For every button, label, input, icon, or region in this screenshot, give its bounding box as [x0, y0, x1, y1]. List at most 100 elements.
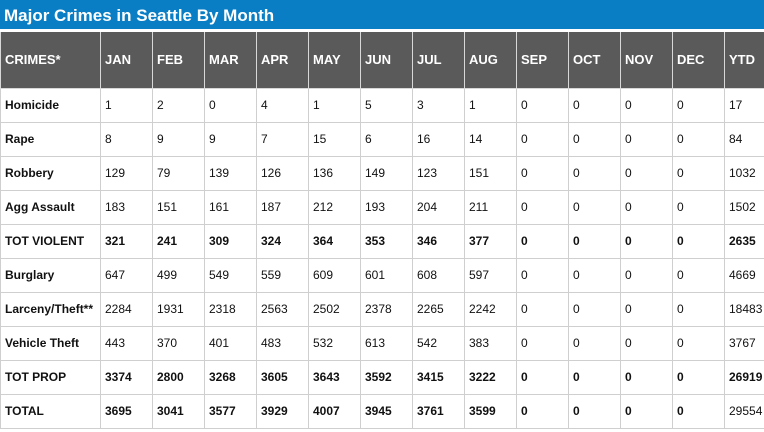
table-cell: 364	[308, 223, 361, 259]
crime-label: Agg Assault	[0, 189, 101, 225]
column-header: CRIMES*	[0, 32, 101, 89]
table-cell: 2242	[464, 291, 517, 327]
column-header: JAN	[100, 32, 153, 89]
table-cell: 532	[308, 325, 361, 361]
table-cell: 3643	[308, 359, 361, 395]
table-row: Burglary 647 499 549 559 609 601 608 597 0 0 0 0 4669	[0, 257, 764, 293]
column-header: JUN	[360, 32, 413, 89]
table-cell: 370	[152, 325, 205, 361]
column-header: AUG	[464, 32, 517, 89]
table-cell: 383	[464, 325, 517, 361]
table-cell: 151	[464, 155, 517, 191]
table-cell: 187	[256, 189, 309, 225]
table-cell: 0	[672, 325, 725, 361]
table-cell: 0	[516, 189, 569, 225]
table-cell: 3599	[464, 393, 517, 429]
crime-label: TOT PROP	[0, 359, 101, 395]
column-header: APR	[256, 32, 309, 89]
table-cell: 161	[204, 189, 257, 225]
table-cell: 0	[516, 257, 569, 293]
table-cell: 149	[360, 155, 413, 191]
crime-label: Rape	[0, 121, 101, 157]
table-cell: 0	[620, 121, 673, 157]
table-cell: 0	[516, 393, 569, 429]
table-header-row: CRIMES* JAN FEB MAR APR MAY JUN JUL AUG SEP OCT NOV…	[0, 32, 764, 89]
table-cell: 0	[672, 189, 725, 225]
table-cell: 4	[256, 87, 309, 123]
table-cell: 0	[620, 223, 673, 259]
table-cell: 3695	[100, 393, 153, 429]
table-cell: 1931	[152, 291, 205, 327]
table-cell: 6	[360, 121, 413, 157]
table-cell: 549	[204, 257, 257, 293]
table-cell: 0	[672, 257, 725, 293]
table-row: TOT VIOLENT 321 241 309 324 364 353 346 377 0 0 0 0 2…	[0, 223, 764, 259]
table-cell: 1502	[724, 189, 764, 225]
table-cell: 0	[620, 87, 673, 123]
crime-label: Vehicle Theft	[0, 325, 101, 361]
table-cell: 0	[620, 257, 673, 293]
crime-label: Robbery	[0, 155, 101, 191]
column-header: MAY	[308, 32, 361, 89]
table-cell: 0	[568, 189, 621, 225]
crime-label: Larceny/Theft**	[0, 291, 101, 327]
table-cell: 601	[360, 257, 413, 293]
table-cell: 0	[568, 223, 621, 259]
table-cell: 0	[620, 291, 673, 327]
table-cell: 3374	[100, 359, 153, 395]
table-cell: 3767	[724, 325, 764, 361]
table-cell: 9	[204, 121, 257, 157]
table-cell: 0	[620, 393, 673, 429]
column-header: OCT	[568, 32, 621, 89]
crime-label: Burglary	[0, 257, 101, 293]
table-cell: 3577	[204, 393, 257, 429]
table-cell: 353	[360, 223, 413, 259]
table-cell: 0	[672, 155, 725, 191]
table-cell: 0	[620, 189, 673, 225]
table-cell: 3929	[256, 393, 309, 429]
table-cell: 17	[724, 87, 764, 123]
table-cell: 136	[308, 155, 361, 191]
table-cell: 26919	[724, 359, 764, 395]
table-cell: 79	[152, 155, 205, 191]
table-cell: 2635	[724, 223, 764, 259]
table-cell: 3	[412, 87, 465, 123]
table-cell: 8	[100, 121, 153, 157]
table-cell: 542	[412, 325, 465, 361]
table-cell: 309	[204, 223, 257, 259]
table-cell: 609	[308, 257, 361, 293]
table-cell: 0	[516, 325, 569, 361]
table-cell: 126	[256, 155, 309, 191]
table-cell: 0	[568, 393, 621, 429]
table-cell: 9	[152, 121, 205, 157]
crime-label: TOTAL	[0, 393, 101, 429]
table-cell: 0	[672, 87, 725, 123]
table-cell: 129	[100, 155, 153, 191]
table-body: Homicide 1 2 0 4 1 5 3 1 0 0 0 0 17 Rape 8 9 9 7 15 6 16 14 0 0 0…	[0, 87, 764, 429]
table-cell: 0	[568, 325, 621, 361]
table-cell: 0	[516, 223, 569, 259]
table-cell: 3041	[152, 393, 205, 429]
table-cell: 2563	[256, 291, 309, 327]
table-cell: 2502	[308, 291, 361, 327]
table-cell: 29554	[724, 393, 764, 429]
table-cell: 613	[360, 325, 413, 361]
column-header: NOV	[620, 32, 673, 89]
table-row: Homicide 1 2 0 4 1 5 3 1 0 0 0 0 17	[0, 87, 764, 123]
table-cell: 204	[412, 189, 465, 225]
table-cell: 499	[152, 257, 205, 293]
table-cell: 0	[620, 325, 673, 361]
column-header: FEB	[152, 32, 205, 89]
table-cell: 0	[568, 291, 621, 327]
table-cell: 5	[360, 87, 413, 123]
table-cell: 3761	[412, 393, 465, 429]
table-cell: 123	[412, 155, 465, 191]
table-cell: 3945	[360, 393, 413, 429]
table-row: Vehicle Theft 443 370 401 483 532 613 542 383 0 0 0…	[0, 325, 764, 361]
table-cell: 0	[672, 291, 725, 327]
table-cell: 2800	[152, 359, 205, 395]
column-header: DEC	[672, 32, 725, 89]
column-header: YTD	[724, 32, 764, 89]
table-cell: 241	[152, 223, 205, 259]
table-cell: 2318	[204, 291, 257, 327]
